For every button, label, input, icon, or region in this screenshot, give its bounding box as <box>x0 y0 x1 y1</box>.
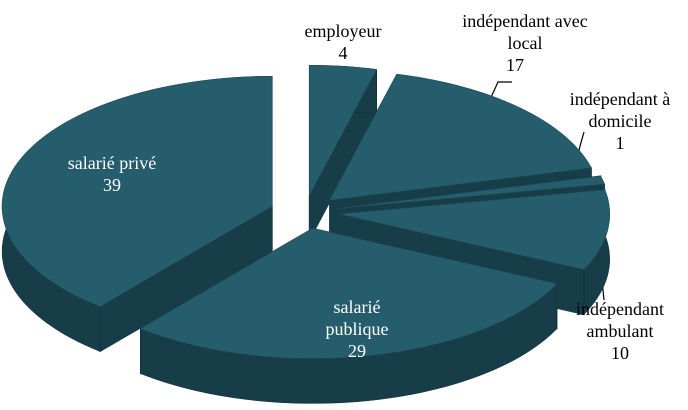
slice-label: salarié publique 29 <box>307 296 407 362</box>
value-label: 17 <box>506 55 524 75</box>
value-label: 29 <box>348 341 366 361</box>
category-label: salarié privé <box>67 153 157 173</box>
slice <box>339 189 610 270</box>
value-label: 4 <box>338 43 348 63</box>
slice <box>309 65 377 196</box>
category-label: employeur <box>304 21 382 41</box>
slice-label: indépendant avec local 17 <box>455 10 595 76</box>
slice <box>139 228 558 359</box>
category-label: indépendant avec local <box>462 11 588 53</box>
slice <box>329 73 592 201</box>
value-label: 1 <box>615 133 625 153</box>
category-label: indépendant ambulant <box>576 299 664 341</box>
slice <box>339 175 605 209</box>
category-label: indépendant à domicile <box>569 89 671 131</box>
slice-label: salarié privé 39 <box>32 152 192 196</box>
value-label: 10 <box>611 343 629 363</box>
slice-label: indépendant à domicile 1 <box>545 88 688 154</box>
value-label: 39 <box>103 175 121 195</box>
slice-label: employeur 4 <box>288 20 398 64</box>
slice <box>1 76 273 307</box>
slice-label: indépendant ambulant 10 <box>550 298 688 364</box>
slice-tops <box>1 65 610 359</box>
category-label: salarié publique <box>325 297 389 339</box>
